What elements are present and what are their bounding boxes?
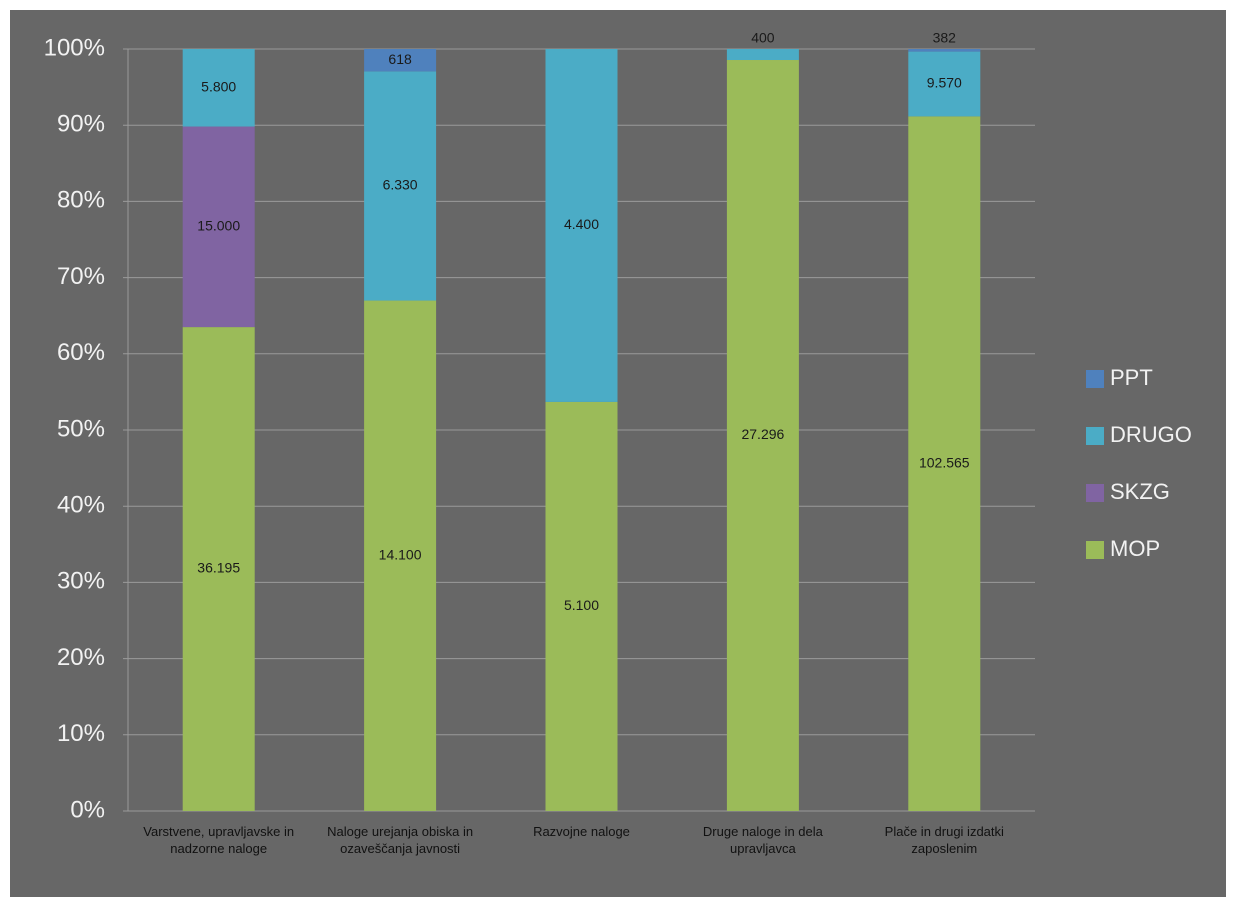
- value-label: 618: [388, 51, 412, 67]
- legend-swatch: [1086, 484, 1104, 502]
- value-label: 6.330: [383, 177, 418, 193]
- legend-label: SKZG: [1110, 479, 1170, 504]
- bar-segment: [545, 401, 618, 811]
- bar-segment: [364, 49, 437, 72]
- x-tick-label-box: Naloge urejanja obiska in ozaveščanja ja…: [327, 824, 474, 856]
- value-label: 4.400: [564, 216, 599, 232]
- x-tick-label: Plače in drugi izdatki zaposlenim: [884, 824, 1004, 856]
- bar-segment: [908, 49, 981, 52]
- value-label: 14.100: [379, 546, 422, 562]
- value-label: 382: [933, 30, 957, 46]
- value-label: 400: [751, 30, 775, 46]
- legend-swatch: [1086, 541, 1104, 559]
- legend-label: PPT: [1110, 365, 1153, 390]
- x-tick-label: Druge naloge in dela upravljavca: [702, 824, 823, 856]
- legend-swatch: [1086, 427, 1104, 445]
- bar-segment: [182, 327, 255, 811]
- y-tick-label: 90%: [57, 111, 105, 138]
- bar-segment: [182, 49, 255, 127]
- legend-label: DRUGO: [1110, 422, 1192, 447]
- value-label: 9.570: [927, 75, 962, 91]
- bar-segment: [908, 51, 981, 117]
- value-label: 15.000: [197, 218, 240, 234]
- legend-label: MOP: [1110, 536, 1160, 561]
- bar-segment: [364, 71, 437, 301]
- value-label: 27.296: [741, 426, 784, 442]
- bar-segment: [908, 116, 981, 812]
- y-tick-label: 20%: [57, 644, 105, 671]
- x-tick-label-box: Plače in drugi izdatki zaposlenim: [884, 824, 1004, 856]
- legend-swatch: [1086, 370, 1104, 388]
- x-tick-label: Naloge urejanja obiska in ozaveščanja ja…: [327, 824, 474, 856]
- value-label: 36.195: [197, 560, 240, 576]
- x-tick-label: Razvojne naloge: [533, 824, 630, 839]
- y-tick-label: 50%: [57, 415, 105, 442]
- bar-segment: [726, 49, 799, 61]
- x-tick-label-box: Druge naloge in dela upravljavca: [702, 824, 823, 856]
- bar-segment: [182, 126, 255, 328]
- value-label: 102.565: [919, 454, 970, 470]
- y-tick-label: 10%: [57, 720, 105, 747]
- y-tick-label: 30%: [57, 568, 105, 595]
- bar-segment: [545, 49, 618, 402]
- y-tick-label: 40%: [57, 492, 105, 519]
- y-tick-label: 80%: [57, 187, 105, 214]
- y-tick-label: 70%: [57, 263, 105, 290]
- y-tick-label: 60%: [57, 339, 105, 366]
- x-tick-label-box: Razvojne naloge: [533, 824, 630, 839]
- value-label: 5.100: [564, 597, 599, 613]
- bar-segment: [364, 300, 437, 811]
- y-tick-label: 100%: [44, 34, 105, 61]
- x-tick-label-box: Varstvene, upravljavske in nadzorne nalo…: [143, 824, 295, 856]
- y-tick-label: 0%: [70, 796, 105, 823]
- value-label: 5.800: [201, 78, 236, 94]
- x-tick-label: Varstvene, upravljavske in nadzorne nalo…: [143, 824, 295, 856]
- bar-segment: [726, 60, 799, 812]
